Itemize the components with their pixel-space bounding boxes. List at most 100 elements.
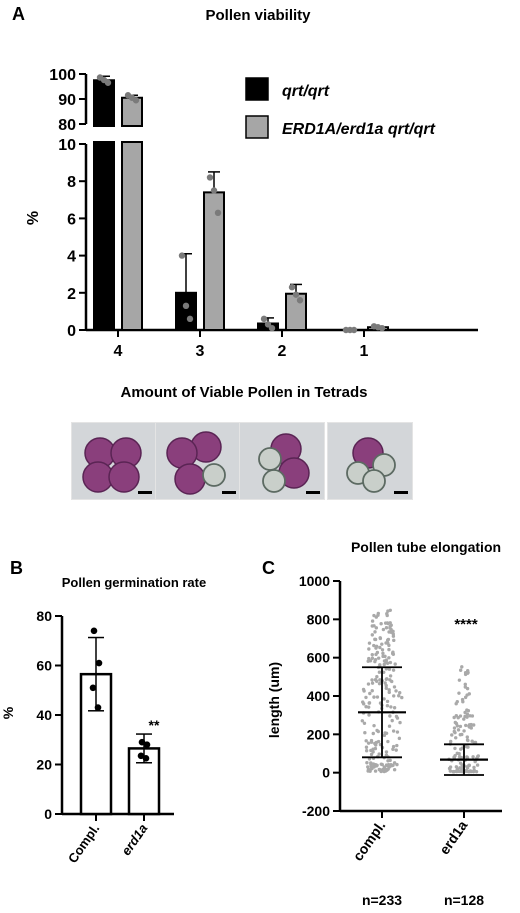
panel-c-title: Pollen tube elongation bbox=[351, 540, 501, 555]
c-data-point bbox=[367, 647, 371, 651]
c-data-point bbox=[391, 668, 396, 672]
c-data-point bbox=[458, 724, 463, 729]
c-data-point bbox=[378, 645, 382, 650]
c-data-point bbox=[379, 762, 383, 766]
a-bar bbox=[121, 96, 143, 127]
c-data-point bbox=[386, 637, 391, 642]
c-data-point bbox=[475, 763, 480, 767]
c-data-point bbox=[385, 699, 390, 704]
c-data-point bbox=[393, 662, 397, 666]
c-data-point bbox=[363, 731, 367, 735]
c-data-point bbox=[464, 723, 468, 728]
c-data-point bbox=[452, 715, 456, 720]
viable-pollen-grain bbox=[174, 463, 206, 495]
c-data-point bbox=[384, 753, 389, 757]
panel-c-letter: C bbox=[262, 558, 275, 578]
c-data-point bbox=[391, 650, 395, 654]
panel-b-chart: B Pollen germination rate % 0 20 40 60 80 Com… bbox=[0, 558, 206, 866]
c-data-point bbox=[370, 681, 375, 685]
c-data-point bbox=[375, 675, 379, 679]
c-data-point bbox=[369, 765, 373, 769]
c-data-point bbox=[460, 665, 464, 669]
c-data-point bbox=[466, 671, 470, 675]
c-data-point bbox=[374, 743, 378, 747]
panel-a-axes: 0 2 4 6 8 10 80 90 100 4 3 2 1 bbox=[49, 67, 478, 360]
a-data-point bbox=[186, 315, 194, 323]
c-data-point bbox=[459, 755, 464, 760]
c-data-point bbox=[473, 740, 478, 745]
a-ytick-label: 8 bbox=[67, 174, 76, 191]
panel-c-plot: -200 0 200 400 600 800 1000 compl. **** erd1a bbox=[299, 573, 502, 864]
c-data-point bbox=[456, 728, 461, 732]
a-legend-swatch bbox=[245, 77, 269, 101]
c-data-point bbox=[449, 739, 453, 744]
c-data-point bbox=[377, 681, 382, 686]
b-data-point bbox=[95, 659, 103, 667]
c-ytick-label: 0 bbox=[322, 765, 330, 781]
c-data-point bbox=[360, 719, 365, 723]
a-data-point bbox=[206, 174, 214, 181]
c-data-point bbox=[375, 695, 380, 699]
a-data-point bbox=[296, 297, 304, 304]
c-ytick-label: 600 bbox=[307, 650, 331, 666]
c-ytick-label: 800 bbox=[307, 611, 331, 627]
c-xtick-label: compl. bbox=[349, 818, 388, 864]
c-data-point bbox=[377, 767, 381, 772]
c-data-point bbox=[392, 706, 397, 710]
c-data-point bbox=[451, 769, 456, 774]
c-data-point bbox=[385, 704, 390, 708]
b-data-point bbox=[143, 741, 151, 748]
c-data-point bbox=[386, 759, 390, 763]
c-data-point bbox=[380, 648, 385, 652]
a-xtick-label: 3 bbox=[196, 343, 205, 360]
c-data-point bbox=[397, 694, 401, 698]
c-data-point bbox=[454, 736, 458, 740]
c-data-point bbox=[389, 705, 393, 709]
c-data-point bbox=[385, 661, 390, 665]
b-ytick-label: 60 bbox=[36, 658, 52, 674]
c-data-point bbox=[386, 763, 391, 767]
c-data-point bbox=[453, 746, 457, 751]
panel-a-title: Pollen viability bbox=[205, 7, 311, 24]
panel-b-plot: 0 20 40 60 80 Compl. ** erd1a bbox=[36, 608, 174, 866]
c-data-point bbox=[464, 745, 469, 749]
c-data-point bbox=[367, 713, 371, 717]
c-data-point bbox=[465, 765, 469, 769]
c-data-point bbox=[392, 638, 396, 643]
c-data-point bbox=[471, 755, 475, 759]
c-data-point bbox=[364, 749, 369, 753]
c-data-point bbox=[384, 686, 388, 691]
c-data-point bbox=[377, 670, 382, 674]
panel-a-legend: qrt/qrt ERD1A/erd1a qrt/qrt bbox=[245, 77, 436, 139]
b-ytick-label: 0 bbox=[44, 806, 52, 822]
c-data-point bbox=[392, 685, 397, 689]
c-data-point bbox=[373, 630, 377, 634]
c-data-point bbox=[458, 714, 463, 718]
c-data-point bbox=[457, 691, 461, 695]
c-data-point bbox=[381, 651, 385, 656]
c-data-point bbox=[463, 685, 468, 689]
c-data-point bbox=[379, 622, 383, 626]
c-data-point bbox=[457, 752, 461, 756]
c-data-point bbox=[391, 744, 396, 749]
c-data-point bbox=[380, 642, 384, 646]
c-significance: **** bbox=[454, 616, 478, 633]
panel-c-chart: C Pollen tube elongation length (um) -20… bbox=[262, 540, 502, 908]
panel-c-n-erd1a: n=128 bbox=[444, 892, 484, 908]
c-data-point bbox=[465, 769, 469, 774]
c-data-point bbox=[471, 723, 476, 727]
c-data-point bbox=[371, 731, 375, 736]
c-data-point bbox=[472, 765, 476, 770]
c-data-point bbox=[384, 731, 389, 735]
c-data-point bbox=[387, 667, 392, 671]
c-data-point bbox=[458, 733, 463, 737]
a-data-point bbox=[260, 315, 268, 323]
c-data-point bbox=[370, 656, 375, 660]
tetrad-image-1-viable bbox=[327, 422, 413, 500]
c-data-point bbox=[367, 641, 372, 645]
c-data-point bbox=[394, 689, 398, 693]
c-data-point bbox=[373, 677, 378, 682]
b-xtick-label: Compl. bbox=[65, 821, 103, 866]
c-data-point bbox=[372, 643, 376, 648]
c-data-point bbox=[370, 624, 374, 628]
